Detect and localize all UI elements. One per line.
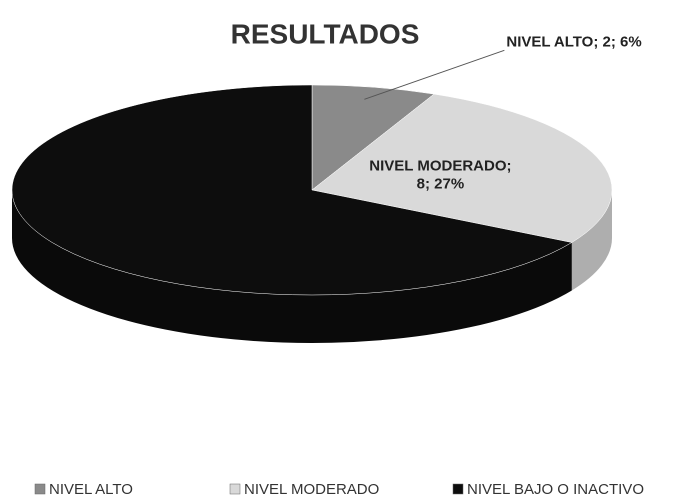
chart-title: RESULTADOS — [231, 18, 420, 49]
slice-side — [12, 190, 572, 344]
pie-tops — [11, 84, 613, 296]
legend-label: NIVEL MODERADO — [244, 481, 379, 498]
legend-swatch — [452, 483, 464, 495]
slice-side — [571, 190, 612, 291]
data-labels: NIVEL ALTO; 2; 6% NIVEL MODERADO; 8; 27% — [364, 33, 642, 192]
legend-swatch — [229, 483, 241, 495]
legend: NIVEL ALTO NIVEL MODERADO NIVEL BAJO O INA… — [34, 481, 644, 498]
legend-label: NIVEL BAJO O INACTIVO — [467, 481, 644, 498]
pie-sides — [12, 190, 612, 344]
legend-label: NIVEL ALTO — [49, 481, 133, 498]
slice — [311, 84, 435, 191]
data-label: NIVEL MODERADO; 8; 27% — [369, 157, 511, 192]
slice — [311, 93, 613, 243]
data-label: NIVEL ALTO; 2; 6% — [506, 33, 641, 50]
slice — [11, 84, 573, 296]
leader-line — [364, 49, 505, 100]
legend-swatch — [34, 483, 46, 495]
